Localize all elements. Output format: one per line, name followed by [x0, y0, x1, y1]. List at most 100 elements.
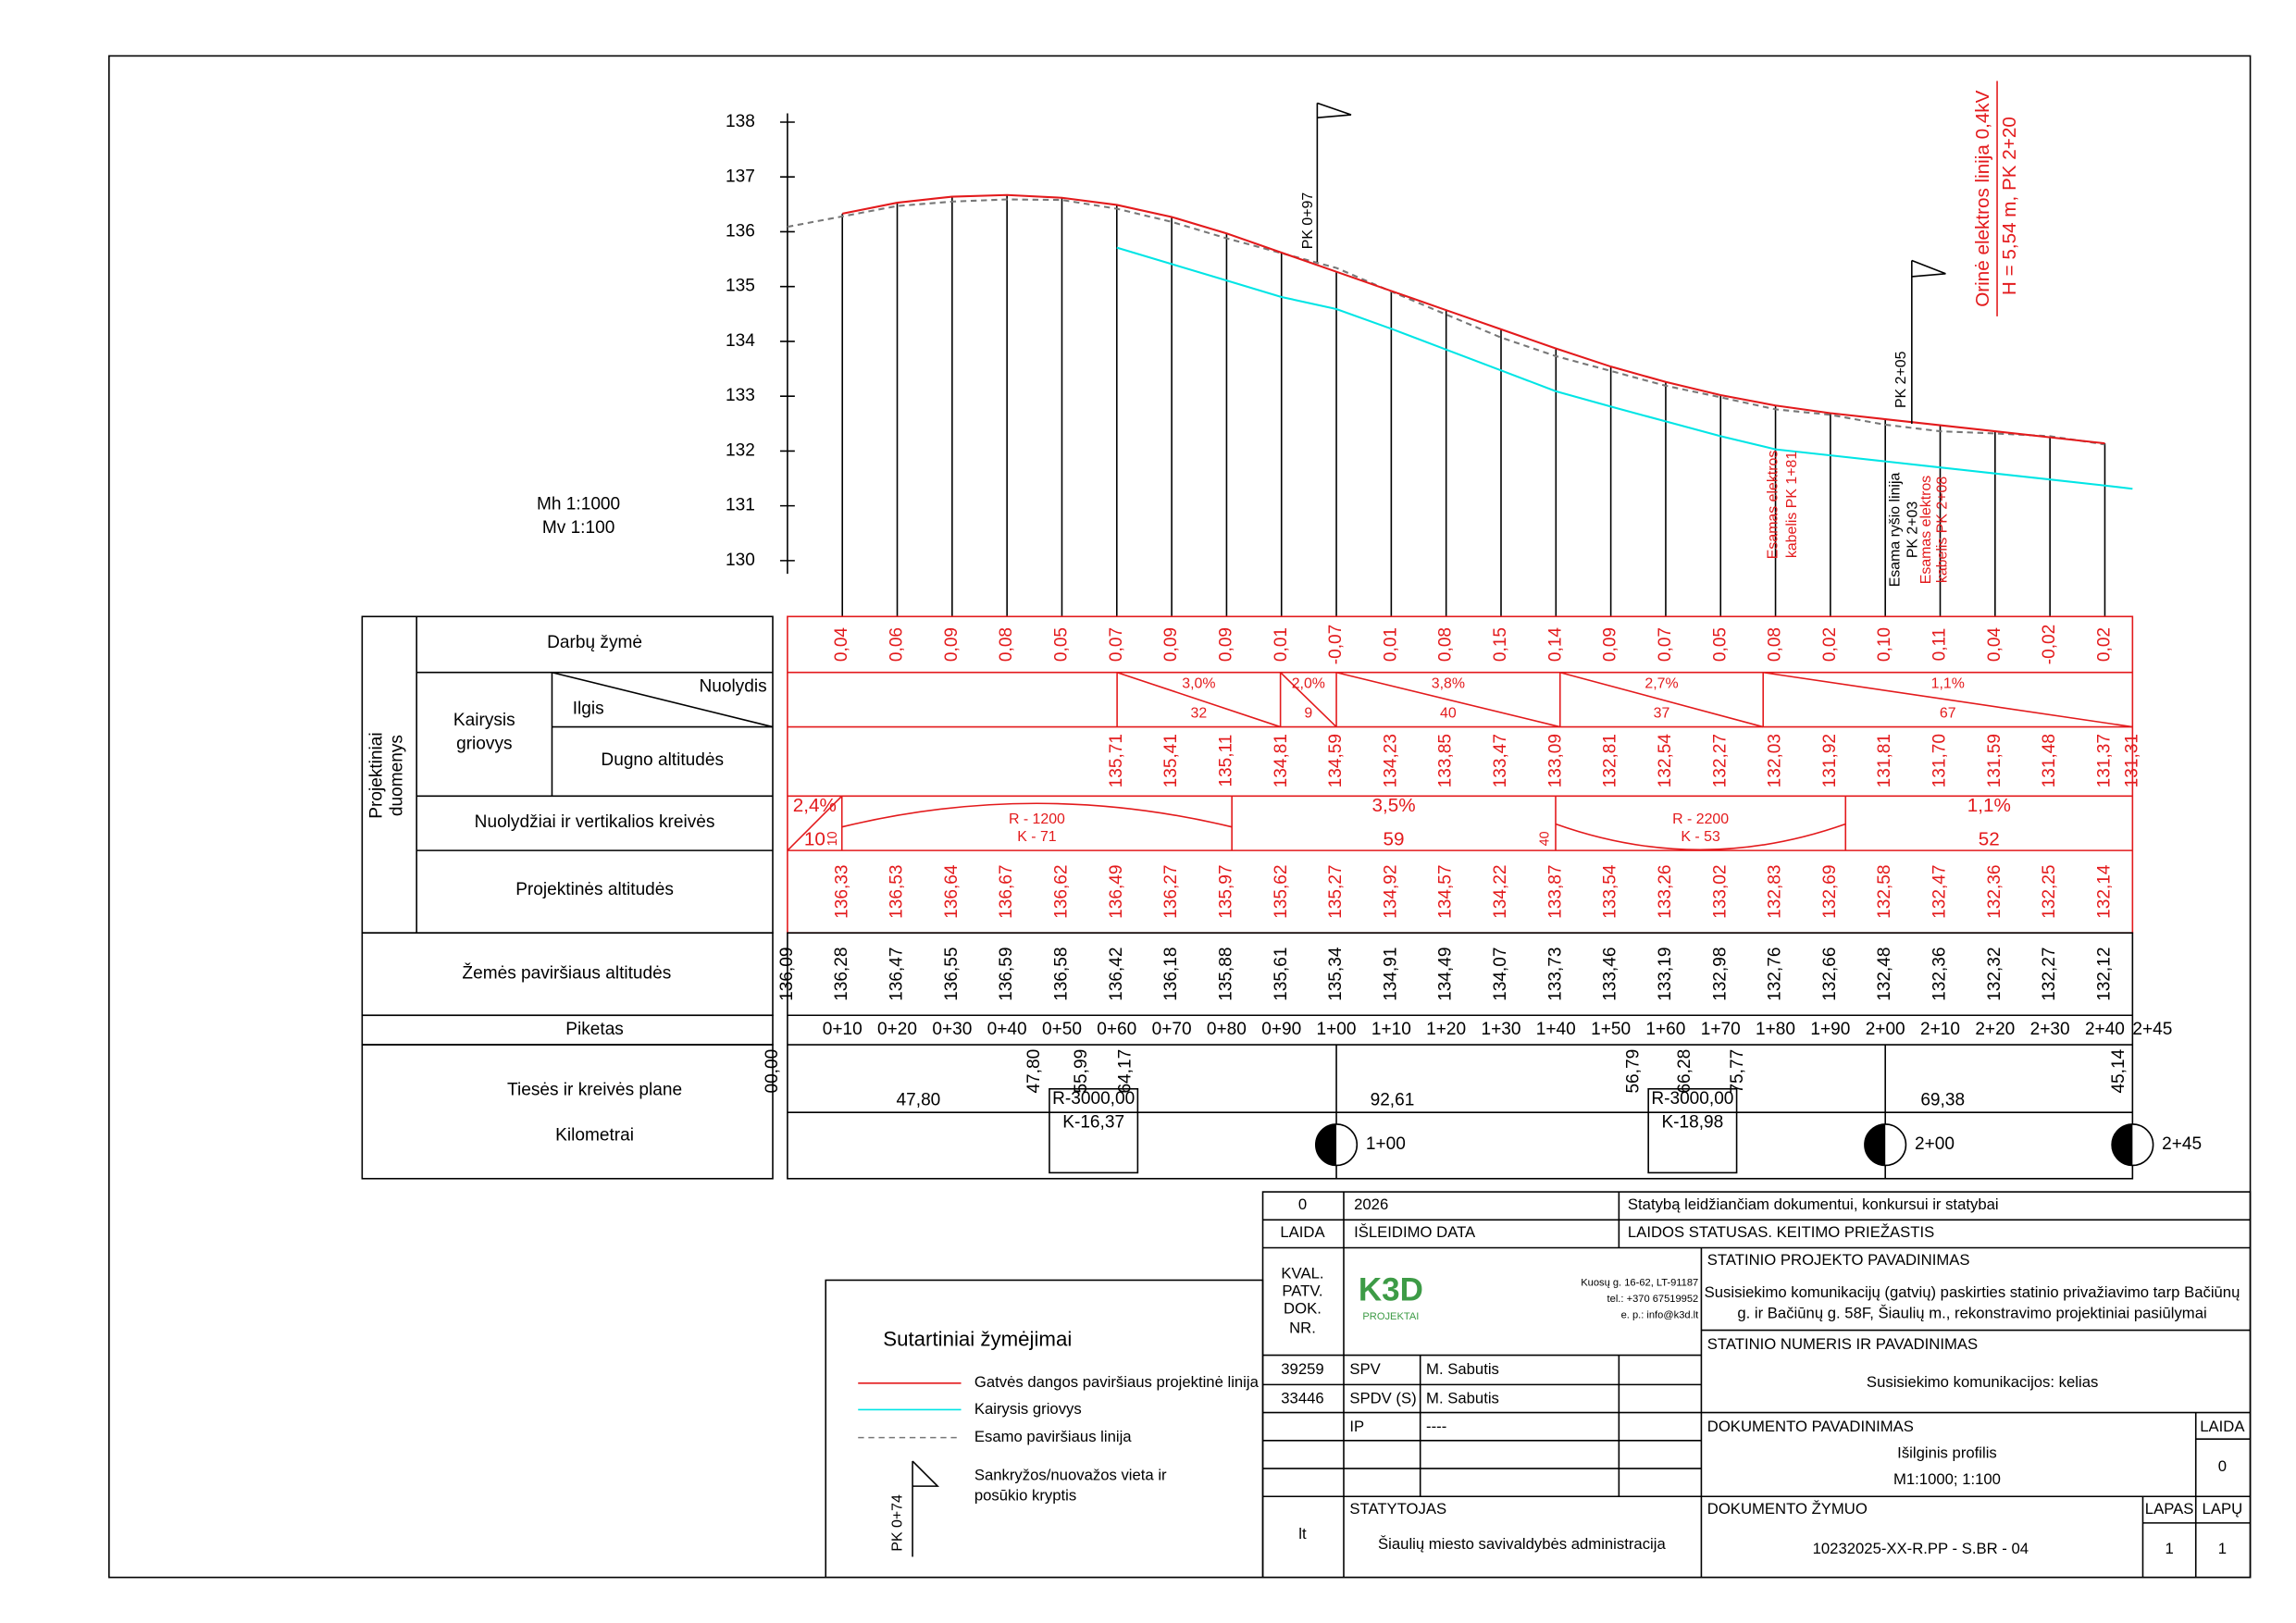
- label: DOKUMENTO PAVADINIMAS: [1707, 1418, 1914, 1435]
- bottom-value: 134,23: [1381, 734, 1400, 787]
- label: SPV: [1349, 1360, 1381, 1378]
- design-value: 132,83: [1766, 864, 1785, 918]
- bottom-value: 134,81: [1272, 734, 1291, 787]
- bottom-value: 132,81: [1601, 734, 1620, 787]
- ground-value: 136,28: [832, 948, 851, 1001]
- works-value: 0,02: [1820, 627, 1840, 662]
- annotation: PK 0+97: [1300, 192, 1316, 250]
- works-value: 0,15: [1491, 627, 1510, 662]
- row-label: Projektinės altitudės: [515, 880, 674, 899]
- design-value: 132,58: [1875, 864, 1894, 918]
- ground-value: 136,42: [1107, 948, 1126, 1001]
- design-value: 136,53: [887, 864, 907, 918]
- station-label: 2+20: [1975, 1020, 2015, 1039]
- ground-line: [787, 198, 2105, 446]
- label: DOKUMENTO ŽYMUO: [1707, 1500, 1868, 1518]
- plan-mark: 64,17: [1116, 1049, 1136, 1094]
- cell: [361, 1044, 774, 1180]
- works-value: 0,07: [1107, 627, 1126, 662]
- row-label: Piketas: [565, 1020, 624, 1039]
- station-label: 1+00: [1317, 1020, 1357, 1039]
- station-label: 0+10: [823, 1020, 863, 1039]
- km-label: 2+45: [2162, 1134, 2202, 1154]
- station-label: 2+30: [2030, 1020, 2070, 1039]
- tangent-label: 10: [825, 831, 840, 846]
- label: Išilginis profilis: [1897, 1444, 1997, 1462]
- grade-label: 2,4%: [793, 795, 837, 816]
- ground-value: 135,88: [1216, 948, 1235, 1001]
- plan-mark: 55,99: [1072, 1049, 1091, 1094]
- works-value: 0,14: [1545, 627, 1565, 663]
- length-label: 10: [804, 828, 825, 849]
- label: 0: [1298, 1196, 1307, 1213]
- slope-line: [1763, 671, 2133, 728]
- plan-mark: 75,77: [1728, 1049, 1747, 1094]
- label: STATINIO PROJEKTO PAVADINIMAS: [1707, 1251, 1970, 1269]
- curve-box: [1049, 1087, 1139, 1174]
- bottom-value: 134,59: [1326, 734, 1346, 787]
- station-label: 0+40: [987, 1020, 1027, 1039]
- works-value: 0,10: [1875, 627, 1894, 662]
- bottom-value: 135,41: [1161, 734, 1181, 787]
- row-label: Kilometrai: [555, 1126, 634, 1146]
- slope-label: 3,8%: [1432, 676, 1465, 692]
- bottom-value: 135,11: [1216, 735, 1235, 787]
- km-label: 1+00: [1366, 1134, 1406, 1154]
- label: 0: [2218, 1457, 2227, 1475]
- row-label: Darbų žymė: [547, 633, 642, 652]
- station-label: 1+50: [1591, 1020, 1631, 1039]
- label: LAIDOS STATUSAS. KEITIMO PRIEŽASTIS: [1628, 1223, 1934, 1241]
- design-value: 134,57: [1436, 864, 1456, 918]
- design-value: 132,36: [1985, 864, 2004, 918]
- ground-value: 135,34: [1326, 947, 1346, 1001]
- legend-item: PK 0+74: [889, 1494, 905, 1552]
- bottom-value: 135,71: [1107, 734, 1126, 787]
- station-label: 2+10: [1920, 1020, 1960, 1039]
- works-value: 0,05: [1710, 627, 1730, 662]
- station-label: 2+00: [1866, 1020, 1905, 1039]
- logo: K3D: [1359, 1271, 1423, 1307]
- ground-value: 132,36: [1930, 948, 1950, 1001]
- design-value: 136,67: [997, 864, 1016, 918]
- tick-label: 135: [726, 277, 755, 296]
- ground-value: 132,48: [1875, 948, 1894, 1001]
- label: 2026: [1354, 1196, 1388, 1213]
- label: DOK.: [1284, 1300, 1322, 1318]
- label: SPDV (S): [1349, 1390, 1416, 1407]
- legend-title: Sutartiniai žymėjimai: [883, 1328, 1072, 1351]
- station-label: 2+40: [2085, 1020, 2125, 1039]
- ground-value: 136,09: [777, 948, 797, 1001]
- plan-mark: 56,79: [1623, 1049, 1643, 1094]
- bottom-value: 131,48: [2040, 734, 2059, 787]
- bottom-value: 132,03: [1766, 734, 1785, 787]
- label: M. Sabutis: [1426, 1360, 1499, 1378]
- row-label: Nuolydis: [699, 677, 766, 697]
- slope-label: 2,7%: [1644, 676, 1678, 692]
- label: STATINIO NUMERIS IR PAVADINIMAS: [1707, 1335, 1978, 1353]
- curve-label: K - 53: [1681, 829, 1720, 845]
- slope-line: [1280, 672, 1337, 728]
- label: e. p.: info@k3d.lt: [1621, 1310, 1700, 1321]
- works-value: 0,11: [1930, 628, 1950, 662]
- annotation: PK 2+05: [1893, 351, 1909, 408]
- row-label: Nuolydžiai ir vertikalios kreivės: [475, 812, 715, 832]
- cell: [787, 932, 2134, 1180]
- curve-label: R-3000,00: [1651, 1089, 1733, 1109]
- legend-item: Esamo paviršiaus linija: [974, 1428, 1132, 1445]
- ground-value: 136,47: [887, 948, 907, 1001]
- works-value: 0,09: [1161, 627, 1181, 662]
- curve-label: K-18,98: [1661, 1112, 1723, 1132]
- bottom-value: 131,70: [1930, 734, 1950, 787]
- plan-mark: 66,28: [1675, 1049, 1694, 1094]
- design-value: 134,22: [1491, 864, 1510, 918]
- bottom-value: 133,85: [1436, 734, 1456, 787]
- ground-value: 133,19: [1656, 948, 1675, 1001]
- row-label: Dugno altitudės: [601, 750, 724, 770]
- design-value: 132,25: [2040, 864, 2059, 918]
- station-label: 1+20: [1426, 1020, 1466, 1039]
- slope-label: 2,0%: [1292, 676, 1325, 692]
- label: IŠLEIDIMO DATA: [1354, 1223, 1476, 1241]
- works-value: 0,09: [1216, 627, 1235, 662]
- design-value: 135,97: [1216, 864, 1235, 918]
- label: LAPAS: [2145, 1500, 2194, 1518]
